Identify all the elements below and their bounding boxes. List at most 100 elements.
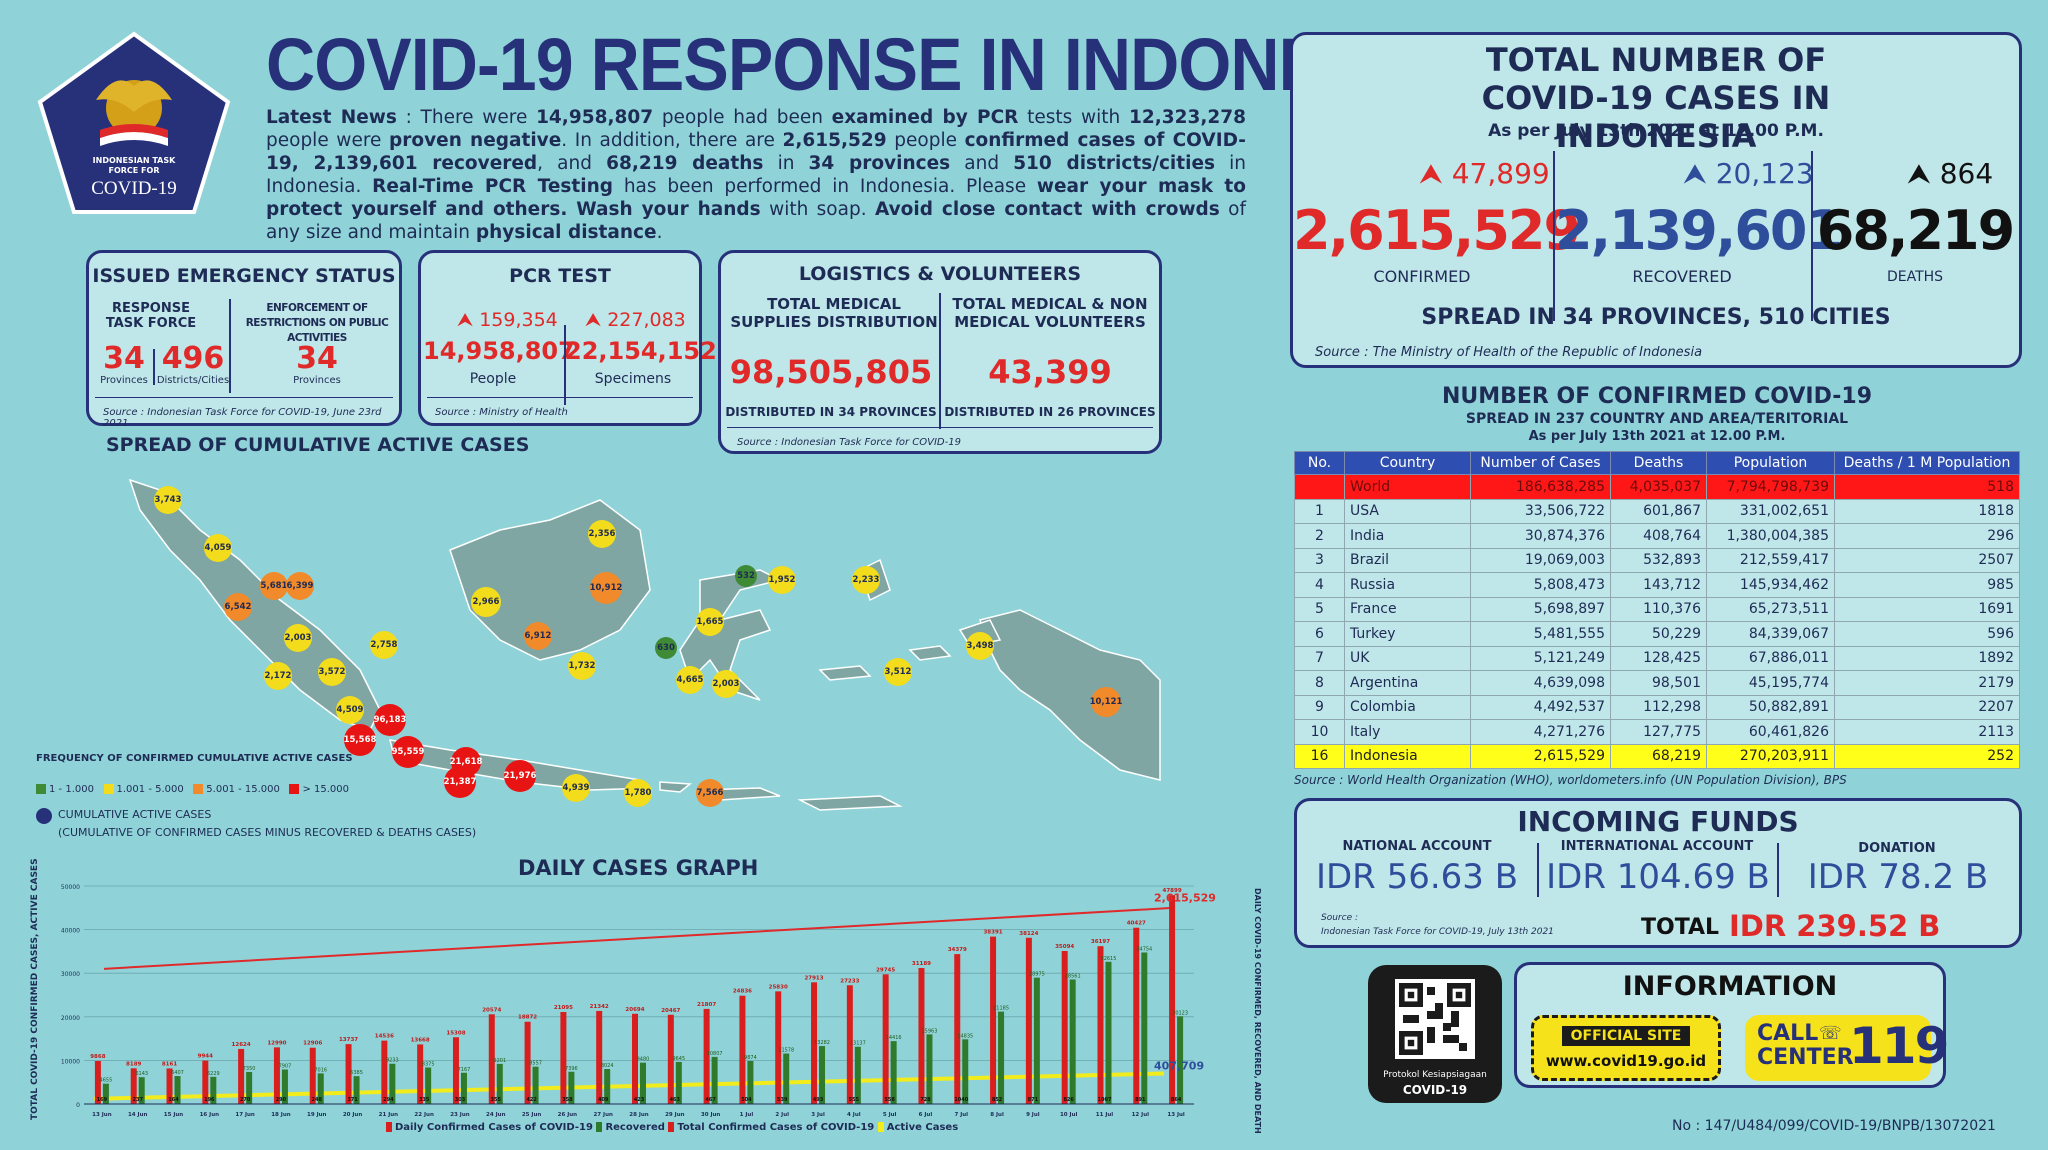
x-tick-label: 6 Jul xyxy=(919,1112,933,1118)
x-tick-label: 25 Jun xyxy=(522,1112,542,1118)
map-marker: 5,681 xyxy=(260,572,288,600)
table-cell-population: 45,195,774 xyxy=(1706,670,1835,696)
call-number: 119 xyxy=(1849,1017,1949,1075)
total-cases-subtitle: As per July 13th 2021 at 12.00 P.M. xyxy=(1488,121,1824,141)
bar-daily-confirmed xyxy=(452,1037,459,1104)
table-cell-population: 270,203,911 xyxy=(1706,743,1835,769)
table-cell-no: 4 xyxy=(1294,572,1345,598)
table-cell-deaths: 110,376 xyxy=(1610,596,1707,622)
data-label-confirmed: 18872 xyxy=(518,1015,537,1021)
daily-chart-title: DAILY CASES GRAPH xyxy=(518,856,759,880)
table-row: 8 Argentina 4,639,098 98,501 45,195,774 2179 xyxy=(1294,670,2020,696)
divider xyxy=(95,397,393,398)
recovered-increase-value: 20,123 xyxy=(1715,157,1814,190)
world-source: Source : World Health Organization (WHO)… xyxy=(1294,773,1847,787)
emergency-title: ISSUED EMERGENCY STATUS xyxy=(92,265,396,287)
data-label-confirmed: 12990 xyxy=(267,1040,286,1046)
deaths-label: DEATHS xyxy=(1886,269,1944,285)
x-tick-label: 18 Jun xyxy=(271,1112,291,1118)
data-label-confirmed: 38124 xyxy=(1019,931,1038,937)
total-cases-card: TOTAL NUMBER OF COVID-19 CASES IN INDONE… xyxy=(1290,32,2022,368)
table-cell-deaths: 128,425 xyxy=(1610,645,1707,671)
data-label-confirmed: 25830 xyxy=(769,984,788,990)
x-tick-label: 8 Jul xyxy=(990,1112,1004,1118)
bar-daily-confirmed xyxy=(94,1060,101,1104)
table-cell-cases: 4,492,537 xyxy=(1470,694,1611,720)
col-header: Population xyxy=(1706,451,1835,475)
funds-total-label: TOTAL xyxy=(1641,915,1720,940)
logo-text-2: FORCE FOR xyxy=(108,166,160,175)
data-label-recovered: 6229 xyxy=(207,1071,220,1077)
news-part: Latest News xyxy=(266,107,397,128)
world-cases-table: No. Country Number of Cases Deaths Popul… xyxy=(1294,451,2020,769)
news-part: , and xyxy=(537,153,607,174)
news-part: 510 districts/cities xyxy=(1013,153,1216,174)
divider xyxy=(1811,151,1813,321)
x-tick-label: 13 Jul xyxy=(1167,1112,1185,1118)
table-cell-dpm: 596 xyxy=(1834,621,2020,647)
indonesia-map xyxy=(120,470,1180,830)
data-label-confirmed: 15308 xyxy=(446,1030,465,1036)
data-label-confirmed: 20467 xyxy=(661,1008,680,1014)
data-label-deaths: 358 xyxy=(562,1097,573,1103)
medical-supplies-value: 98,505,805 xyxy=(729,353,933,391)
table-cell-country: World xyxy=(1344,474,1471,500)
data-label-recovered: 9480 xyxy=(637,1057,650,1063)
data-label-deaths: 463 xyxy=(670,1097,681,1103)
national-label: NATIONAL ACCOUNT xyxy=(1342,839,1492,854)
x-tick-label: 11 Jul xyxy=(1096,1112,1114,1118)
table-cell-population: 84,339,067 xyxy=(1706,621,1835,647)
map-marker: 1,732 xyxy=(568,652,596,680)
table-cell-country: Brazil xyxy=(1344,547,1471,573)
data-label-deaths: 493 xyxy=(813,1097,824,1103)
logistics-title: LOGISTICS & VOLUNTEERS xyxy=(798,263,1082,285)
legend-label-3: 5.001 - 15.000 xyxy=(206,784,280,795)
donation-value: IDR 78.2 B xyxy=(1807,857,1989,897)
x-tick-label: 28 Jun xyxy=(629,1112,649,1118)
restrictions-provinces-label: Provinces xyxy=(293,375,341,386)
official-site-button[interactable]: OFFICIAL SITE www.covid19.go.id xyxy=(1531,1015,1721,1081)
data-label-deaths: 355 xyxy=(491,1097,502,1103)
table-cell-population: 65,273,511 xyxy=(1706,596,1835,622)
map-marker: 96,183 xyxy=(374,704,406,736)
table-row: 10 Italy 4,271,276 127,775 60,461,826 2113 xyxy=(1294,719,2020,745)
news-part: 12,323,278 xyxy=(1128,107,1247,128)
legend-label-daily: Daily Confirmed Cases of COVID-19 xyxy=(395,1122,593,1133)
x-tick-label: 16 Jun xyxy=(200,1112,220,1118)
data-label-recovered: 9233 xyxy=(386,1058,399,1064)
bar-recovered xyxy=(174,1076,181,1104)
table-cell-no: 1 xyxy=(1294,498,1345,524)
map-marker: 2,758 xyxy=(370,631,398,659)
latest-news: Latest News : There were 14,958,807 peop… xyxy=(266,106,1246,244)
bar-recovered xyxy=(1069,979,1076,1104)
table-cell-no: 16 xyxy=(1294,743,1345,769)
table-cell-no: 3 xyxy=(1294,547,1345,573)
pcr-people-value: 14,958,807 xyxy=(423,337,575,365)
col-header: Deaths / 1 M Population xyxy=(1834,451,2020,475)
table-cell-deaths: 532,893 xyxy=(1610,547,1707,573)
map-marker: 6,912 xyxy=(524,622,552,650)
map-marker: 2,356 xyxy=(588,520,616,548)
data-label-deaths: 852 xyxy=(992,1097,1003,1103)
call-center-button[interactable]: CALL CENTER ☏ 119 xyxy=(1745,1015,1949,1081)
table-cell-cases: 5,121,249 xyxy=(1470,645,1611,671)
news-part: Real-Time PCR Testing xyxy=(372,176,613,197)
data-label-deaths: 196 xyxy=(204,1097,215,1103)
bar-recovered xyxy=(640,1062,646,1104)
map-marker: 21,387 xyxy=(444,766,476,798)
x-tick-label: 3 Jul xyxy=(811,1112,825,1118)
table-cell-no: 2 xyxy=(1294,523,1345,549)
data-label-confirmed: 13668 xyxy=(411,1037,430,1043)
table-cell-deaths: 143,712 xyxy=(1610,572,1707,598)
recovered-label: RECOVERED xyxy=(1632,267,1732,286)
table-cell-deaths: 408,764 xyxy=(1610,523,1707,549)
pcr-specimens-label: Specimens xyxy=(594,371,672,387)
table-cell-country: Indonesia xyxy=(1344,743,1471,769)
data-label-deaths: 891 xyxy=(1135,1097,1146,1103)
data-label-confirmed: 27233 xyxy=(840,978,859,984)
incoming-funds-card: INCOMING FUNDS NATIONAL ACCOUNT INTERNAT… xyxy=(1294,798,2022,948)
table-cell-population: 331,002,651 xyxy=(1706,498,1835,524)
map-marker: 1,780 xyxy=(624,779,652,807)
data-label-confirmed: 21807 xyxy=(697,1002,716,1008)
qr-code-card[interactable]: Protokol Kesiapsiagaan COVID-19 xyxy=(1368,965,1502,1103)
